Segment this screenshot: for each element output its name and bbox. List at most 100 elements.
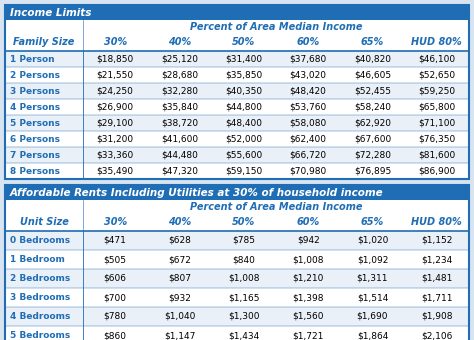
- Text: $1,040: $1,040: [164, 312, 195, 321]
- Text: $21,550: $21,550: [97, 70, 134, 80]
- Text: $41,600: $41,600: [161, 135, 198, 143]
- Text: 1 Person: 1 Person: [10, 54, 55, 64]
- Text: $672: $672: [168, 255, 191, 264]
- Text: $785: $785: [232, 236, 255, 245]
- Bar: [5, 185, 469, 340]
- Text: $58,240: $58,240: [354, 102, 391, 112]
- Text: 3 Bedrooms: 3 Bedrooms: [10, 293, 70, 302]
- Text: $46,605: $46,605: [354, 70, 391, 80]
- Text: Income Limits: Income Limits: [10, 7, 91, 17]
- Text: $29,100: $29,100: [97, 119, 134, 128]
- Text: $72,280: $72,280: [354, 151, 391, 159]
- Text: $28,680: $28,680: [161, 70, 198, 80]
- Text: $1,690: $1,690: [357, 312, 388, 321]
- Text: $942: $942: [297, 236, 319, 245]
- Text: 8 Persons: 8 Persons: [10, 167, 60, 175]
- Text: 4 Bedrooms: 4 Bedrooms: [10, 312, 70, 321]
- Text: 65%: 65%: [361, 37, 384, 47]
- Text: $62,920: $62,920: [354, 119, 391, 128]
- Text: Percent of Area Median Income: Percent of Area Median Income: [190, 21, 362, 32]
- Bar: [5, 269, 469, 288]
- Text: $44,800: $44,800: [225, 102, 262, 112]
- Text: $606: $606: [104, 274, 127, 283]
- Text: $38,720: $38,720: [161, 119, 198, 128]
- Bar: [5, 288, 469, 307]
- Text: 5 Persons: 5 Persons: [10, 119, 60, 128]
- Text: $1,908: $1,908: [421, 312, 453, 321]
- Text: $1,092: $1,092: [357, 255, 388, 264]
- Text: $628: $628: [168, 236, 191, 245]
- Text: $1,152: $1,152: [421, 236, 453, 245]
- Text: Percent of Area Median Income: Percent of Area Median Income: [190, 202, 362, 211]
- Text: 5 Bedrooms: 5 Bedrooms: [10, 331, 70, 340]
- Text: 40%: 40%: [168, 37, 191, 47]
- Text: $840: $840: [232, 255, 255, 264]
- Text: $1,147: $1,147: [164, 331, 195, 340]
- Text: HUD 80%: HUD 80%: [411, 217, 462, 227]
- Text: 6 Persons: 6 Persons: [10, 135, 60, 143]
- Text: 60%: 60%: [297, 217, 320, 227]
- Text: $1,711: $1,711: [421, 293, 453, 302]
- Text: 2 Bedrooms: 2 Bedrooms: [10, 274, 70, 283]
- Text: HUD 80%: HUD 80%: [411, 37, 462, 47]
- Text: 30%: 30%: [103, 217, 127, 227]
- Text: $65,800: $65,800: [418, 102, 456, 112]
- Text: $700: $700: [104, 293, 127, 302]
- Text: 60%: 60%: [297, 37, 320, 47]
- Text: $18,850: $18,850: [97, 54, 134, 64]
- Text: $40,350: $40,350: [225, 86, 263, 96]
- Text: $46,100: $46,100: [418, 54, 456, 64]
- Text: $1,434: $1,434: [228, 331, 259, 340]
- Text: $40,820: $40,820: [354, 54, 391, 64]
- Text: $505: $505: [104, 255, 127, 264]
- Bar: [5, 326, 469, 340]
- Text: $31,400: $31,400: [225, 54, 263, 64]
- Bar: [5, 115, 469, 131]
- Bar: [5, 250, 469, 269]
- Text: 50%: 50%: [232, 37, 255, 47]
- Text: $58,080: $58,080: [290, 119, 327, 128]
- Text: $1,721: $1,721: [292, 331, 324, 340]
- Text: $67,600: $67,600: [354, 135, 391, 143]
- Text: $70,980: $70,980: [290, 167, 327, 175]
- Text: $1,514: $1,514: [357, 293, 388, 302]
- Text: 30%: 30%: [103, 37, 127, 47]
- Text: $1,165: $1,165: [228, 293, 260, 302]
- Bar: [5, 67, 469, 83]
- Text: $1,560: $1,560: [292, 312, 324, 321]
- Text: $81,600: $81,600: [418, 151, 456, 159]
- Text: $932: $932: [168, 293, 191, 302]
- Text: 40%: 40%: [168, 217, 191, 227]
- Text: $55,600: $55,600: [225, 151, 263, 159]
- Bar: [5, 231, 469, 250]
- Text: $1,481: $1,481: [421, 274, 453, 283]
- Text: $35,850: $35,850: [225, 70, 263, 80]
- Bar: [5, 163, 469, 179]
- Bar: [5, 5, 469, 179]
- Bar: [5, 99, 469, 115]
- Text: $66,720: $66,720: [290, 151, 327, 159]
- Text: $53,760: $53,760: [290, 102, 327, 112]
- Text: $1,020: $1,020: [357, 236, 388, 245]
- Text: $24,250: $24,250: [97, 86, 134, 96]
- Text: $780: $780: [104, 312, 127, 321]
- Text: 65%: 65%: [361, 217, 384, 227]
- Text: $76,350: $76,350: [418, 135, 456, 143]
- Text: 0 Bedrooms: 0 Bedrooms: [10, 236, 70, 245]
- Text: 2 Persons: 2 Persons: [10, 70, 60, 80]
- Text: $37,680: $37,680: [290, 54, 327, 64]
- Bar: [5, 131, 469, 147]
- Text: $471: $471: [104, 236, 127, 245]
- Text: $52,455: $52,455: [354, 86, 391, 96]
- Text: $35,840: $35,840: [161, 102, 198, 112]
- Text: $807: $807: [168, 274, 191, 283]
- Text: $31,200: $31,200: [97, 135, 134, 143]
- Text: $59,250: $59,250: [418, 86, 456, 96]
- Text: 50%: 50%: [232, 217, 255, 227]
- Text: Family Size: Family Size: [13, 37, 75, 47]
- Text: $1,398: $1,398: [292, 293, 324, 302]
- Text: 3 Persons: 3 Persons: [10, 86, 60, 96]
- Text: $25,120: $25,120: [161, 54, 198, 64]
- Bar: [5, 185, 469, 340]
- Text: $860: $860: [104, 331, 127, 340]
